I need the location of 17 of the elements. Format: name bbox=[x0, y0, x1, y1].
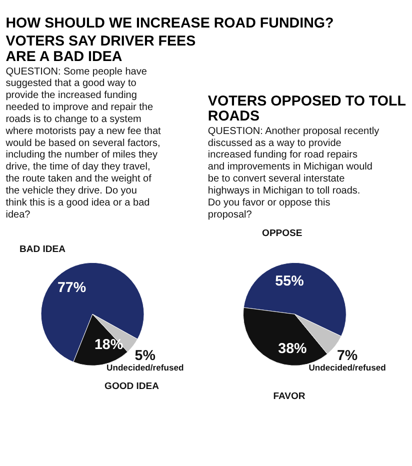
slice-label: FAVOR bbox=[273, 390, 306, 402]
data-label: 55% bbox=[275, 273, 304, 290]
chart-title: VOTERS OPPOSED TO TOLL ROADS bbox=[208, 93, 406, 125]
slice-label: Undecided/refused bbox=[106, 362, 184, 373]
slice-label: GOOD IDEA bbox=[104, 381, 160, 392]
text: HOW SHOULD WE INCREASE ROAD FUNDING? bbox=[6, 16, 334, 32]
slice-label: BAD IDEA bbox=[19, 244, 66, 256]
chart-title: VOTERS SAY DRIVER FEES ARE A BAD IDEA bbox=[6, 34, 196, 65]
data-label: 18% bbox=[94, 336, 124, 353]
slice-label: Undecided/refused bbox=[308, 362, 386, 373]
data-label: 5% bbox=[134, 348, 156, 364]
data-label: 38% bbox=[278, 340, 308, 357]
chart-subtitle: QUESTION: Another proposal recently discussed as a way to provide increased funding for road repairs and improvements in Michigan would be to convert several interstate highways in Michigan to toll roads. Do you favor or oppose this proposal? bbox=[208, 126, 380, 220]
text: QUESTION: Some people have suggested that a good way to provide the increased funding needed to improve and repair the roads is to change to a system where motorists pay a new fee that would be based on several factors, including the number of miles they drive, the time of day they travel, the route taken and the weight of the vehicle they drive. Do you think this is a good idea or a bad idea? bbox=[6, 66, 161, 220]
slice-label: OPPOSE bbox=[262, 228, 302, 239]
data-label: 77% bbox=[57, 280, 86, 296]
data-label: 7% bbox=[336, 348, 358, 364]
